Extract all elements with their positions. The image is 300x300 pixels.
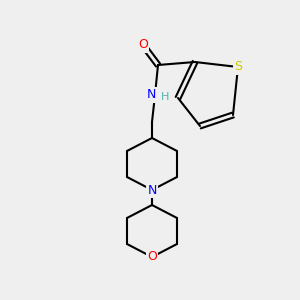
Text: N: N — [147, 184, 157, 196]
Text: O: O — [147, 250, 157, 263]
Text: O: O — [138, 38, 148, 52]
Text: H: H — [161, 92, 169, 102]
Text: S: S — [234, 61, 242, 74]
Text: N: N — [146, 88, 156, 101]
